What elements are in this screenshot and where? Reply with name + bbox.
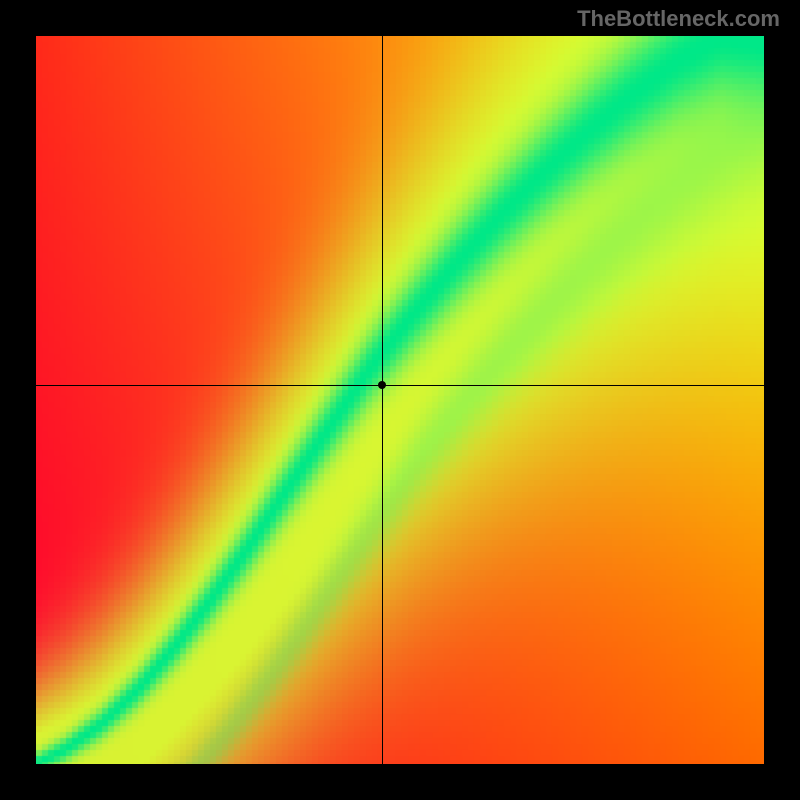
watermark-text: TheBottleneck.com (577, 6, 780, 32)
heatmap-plot (36, 36, 764, 764)
crosshair-dot (378, 381, 386, 389)
crosshair-vertical (382, 36, 383, 764)
heatmap-canvas (36, 36, 764, 764)
crosshair-horizontal (36, 385, 764, 386)
